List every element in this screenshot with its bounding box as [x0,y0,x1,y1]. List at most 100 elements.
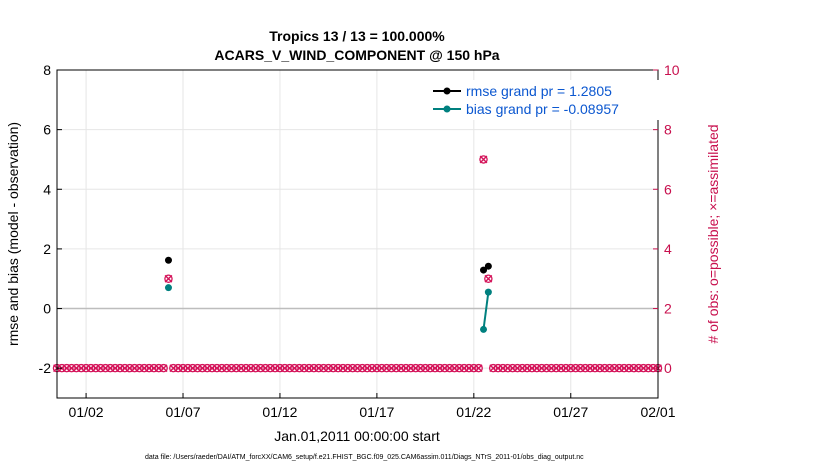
obs-count-zero-possible [149,363,159,373]
obs-count-zero-possible [605,363,614,373]
obs-count-zero-possible [338,363,348,373]
y-left-tick-label: 6 [43,122,51,138]
obs-count-zero-possible [581,363,590,373]
obs-count-zero-possible [299,363,309,373]
obs-count-zero-possible [600,363,609,373]
obs-count-zero-possible [624,363,634,373]
obs-count-zero-possible [96,363,105,373]
obs-count-zero-possible [309,363,319,373]
obs-count-zero-possible [469,363,479,373]
obs-count-zero-possible [319,363,328,373]
obs-count-zero-possible [188,363,197,373]
obs-count-zero-possible [198,363,207,373]
y-left-tick-label: 4 [43,181,51,197]
legend: rmse grand pr = 1.2805 bias grand pr = -… [428,80,662,120]
obs-count-zero-possible [241,363,251,373]
obs-count-point-assimilated [479,155,488,164]
obs-count-zero-possible [367,363,377,373]
obs-count-zero-possible [232,363,241,373]
obs-count-zero-possible [159,363,168,373]
legend-rmse-label: rmse grand pr = 1.2805 [466,83,612,99]
obs-count-zero-possible [110,363,120,373]
obs-count-zero-possible [527,363,537,373]
obs-count-zero-possible [358,363,367,373]
y-axis-left-ticks: -2 0 2 4 6 8 [39,62,62,376]
x-tick-label: 01/07 [165,404,200,420]
obs-count-zero-possible [314,363,323,373]
bias-series-line [482,292,490,330]
obs-count-zero-possible [372,363,382,373]
obs-count-zero-possible [324,363,333,373]
obs-count-zero-possible [590,363,600,373]
y-left-tick-label: 0 [43,301,51,317]
obs-count-zero-possible [67,363,76,373]
obs-count-zero-possible [81,363,91,373]
obs-count-zero-possible [353,363,362,373]
obs-count-zero-possible [595,363,605,373]
obs-count-zero-possible [493,363,503,373]
y-left-tick-label: -2 [39,360,52,376]
legend-bias-label: bias grand pr = -0.08957 [466,101,619,117]
obs-count-zero-possible [362,363,372,373]
obs-count-zero-possible [266,363,275,373]
obs-count-zero-possible [130,363,139,373]
obs-count-zero-possible [246,363,256,373]
obs-count-zero-possible [542,363,551,373]
obs-count-zero-possible [522,363,532,373]
x-tick-label: 01/12 [262,404,297,420]
obs-count-point-possible [164,274,173,283]
obs-count-zero-possible [348,363,357,373]
obs-count-zero-possible [571,363,580,373]
obs-count-zero-possible [377,363,386,373]
obs-count-zero-possible [396,363,406,373]
y-left-tick-label: 2 [43,241,51,257]
obs-count-zero-possible [474,363,483,373]
x-tick-label: 02/01 [640,404,675,420]
obs-count-zero-possible [178,363,188,373]
obs-count-zero-possible [421,363,430,373]
obs-count-zero-assimilated [159,364,168,373]
obs-count-zero-possible [619,363,629,373]
y-right-tick-label: 4 [664,241,672,257]
obs-count-zero-possible [139,363,149,373]
obs-count-zero-possible [561,363,571,373]
obs-count-zero-possible [551,363,561,373]
bias-point [164,284,172,292]
obs-count-zero-possible [518,363,527,373]
obs-count-zero-possible [566,363,576,373]
obs-count-zero-possible [304,363,314,373]
obs-count-zero-possible [169,363,178,373]
obs-count-zero-possible [382,363,391,373]
obs-count-zero-possible [430,363,440,373]
obs-count-zero-possible [207,363,217,373]
plot-frame [56,69,659,399]
title: Tropics 13 / 13 = 100.000% ACARS_V_WIND_… [214,28,499,63]
chart-title-line1: Tropics 13 / 13 = 100.000% [269,28,445,44]
y-right-tick-label: 6 [664,181,672,197]
x-tick-label: 01/22 [456,404,491,420]
x-tick-label: 01/02 [69,404,104,420]
obs-count-zero-possible [450,363,459,373]
obs-count-zero-possible [401,363,411,373]
y-right-tick-label: 10 [664,62,680,78]
obs-count-zero-possible [503,363,512,373]
obs-count-zero-possible [392,363,401,373]
obs-count-zero-possible [62,363,71,373]
obs-count-zero-possible [445,363,454,373]
obs-count-zero-possible [72,363,81,373]
obs-count-zero-possible [135,363,144,373]
obs-count-zero-possible [222,363,231,373]
obs-count-zero-possible [183,363,193,373]
obs-count-zero-possible [498,363,508,373]
obs-count-zero-possible [280,363,290,373]
obs-count-zero-possible [261,363,270,373]
y-axis-right-ticks: 0 2 4 6 8 10 [653,62,680,376]
obs-count-zero-possible [425,363,435,373]
obs-count-zero-possible [629,363,639,373]
obs-count-zero-possible [459,363,469,373]
obs-count-zero-possible [488,363,498,373]
obs-count-zero-possible [295,363,304,373]
obs-count-zero-possible [333,363,343,373]
obs-count-zero-possible [227,363,236,373]
obs-count-zero-possible [532,363,542,373]
